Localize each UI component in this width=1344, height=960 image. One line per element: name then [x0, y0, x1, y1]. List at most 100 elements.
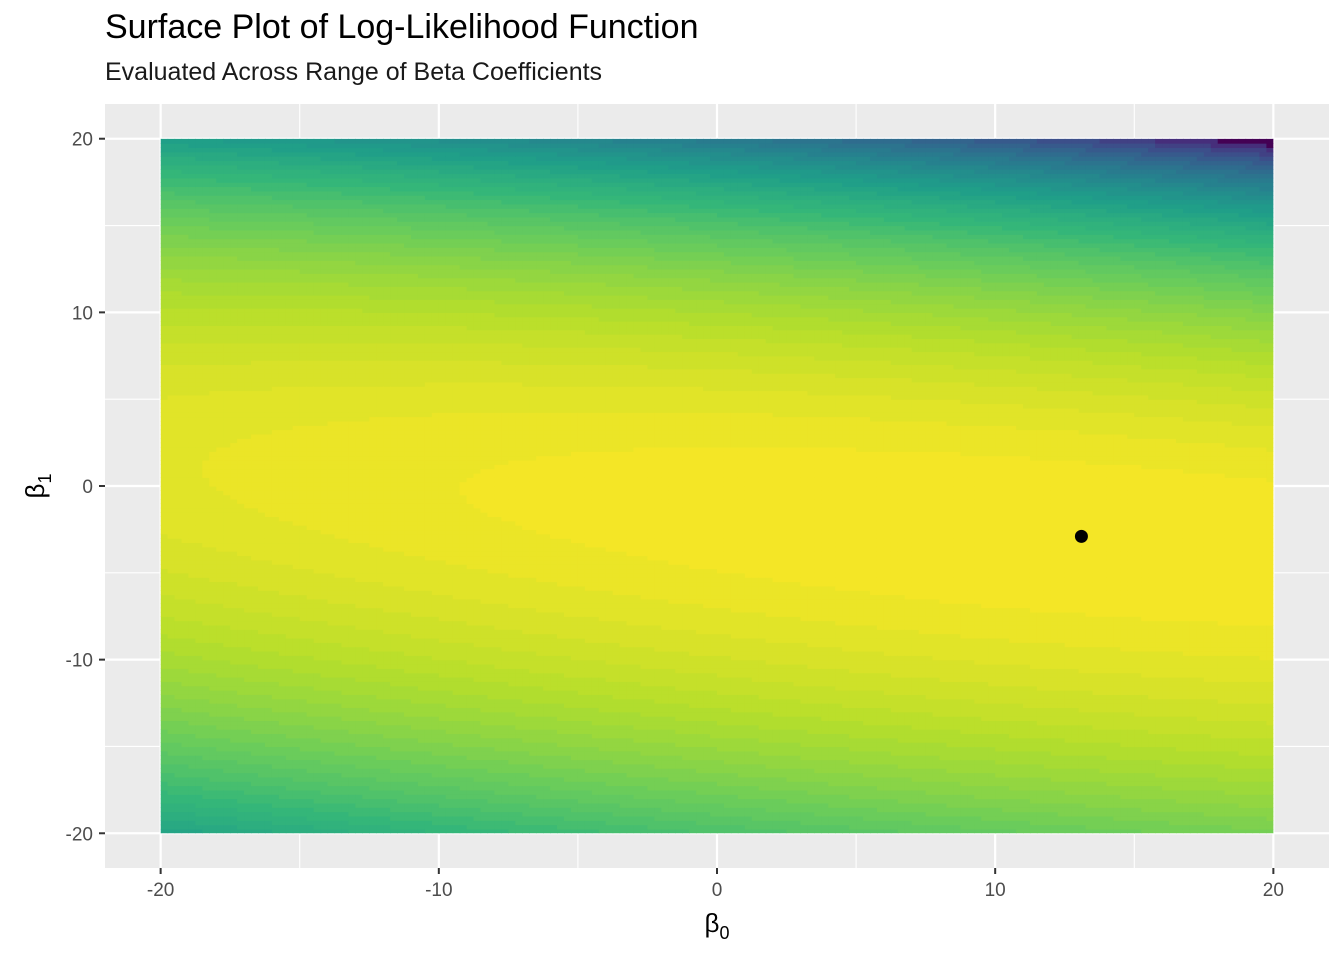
- surface-cell: [314, 360, 322, 365]
- surface-cell: [307, 681, 315, 686]
- surface-cell: [258, 217, 266, 222]
- surface-cell: [258, 173, 266, 178]
- surface-cell: [279, 373, 287, 378]
- surface-cell: [265, 395, 273, 400]
- surface-cell: [369, 338, 377, 343]
- surface-cell: [341, 351, 349, 356]
- surface-cell: [355, 503, 363, 508]
- surface-cell: [307, 764, 315, 769]
- surface-cell: [328, 338, 336, 343]
- surface-cell: [237, 586, 245, 591]
- surface-cell: [195, 525, 203, 530]
- surface-cell: [272, 286, 280, 291]
- surface-cell: [293, 568, 301, 573]
- surface-cell: [202, 829, 210, 834]
- surface-cell: [314, 438, 322, 443]
- surface-cell: [293, 638, 301, 643]
- surface-cell: [376, 820, 384, 825]
- surface-cell: [223, 647, 231, 652]
- surface-cell: [251, 638, 259, 643]
- surface-cell: [216, 160, 224, 165]
- surface-cell: [369, 351, 377, 356]
- surface-cell: [209, 456, 217, 461]
- surface-cell: [237, 273, 245, 278]
- surface-cell: [216, 746, 224, 751]
- surface-cell: [237, 286, 245, 291]
- surface-cell: [300, 247, 308, 252]
- surface-cell: [202, 404, 210, 409]
- surface-cell: [348, 273, 356, 278]
- surface-cell: [188, 773, 196, 778]
- surface-cell: [293, 186, 301, 191]
- surface-cell: [202, 781, 210, 786]
- surface-cell: [314, 634, 322, 639]
- surface-cell: [202, 334, 210, 339]
- surface-cell: [265, 477, 273, 482]
- surface-cell: [251, 521, 259, 526]
- surface-cell: [161, 534, 169, 539]
- surface-cell: [258, 707, 266, 712]
- surface-cell: [168, 486, 176, 491]
- surface-cell: [300, 720, 308, 725]
- surface-cell: [251, 586, 259, 591]
- surface-cell: [279, 278, 287, 283]
- surface-cell: [230, 469, 238, 474]
- surface-cell: [369, 664, 377, 669]
- surface-cell: [223, 560, 231, 565]
- surface-cell: [328, 595, 336, 600]
- surface-cell: [272, 395, 280, 400]
- surface-cell: [293, 160, 301, 165]
- surface-cell: [265, 234, 273, 239]
- surface-cell: [237, 703, 245, 708]
- surface-cell: [265, 751, 273, 756]
- surface-cell: [258, 182, 266, 187]
- surface-cell: [258, 560, 266, 565]
- surface-cell: [237, 647, 245, 652]
- surface-cell: [272, 265, 280, 270]
- surface-cell: [335, 291, 343, 296]
- surface-cell: [321, 499, 329, 504]
- surface-cell: [188, 490, 196, 495]
- surface-cell: [348, 764, 356, 769]
- surface-cell: [175, 560, 183, 565]
- surface-cell: [328, 829, 336, 834]
- surface-cell: [188, 516, 196, 521]
- surface-cell: [216, 299, 224, 304]
- surface-cell: [202, 647, 210, 652]
- surface-cell: [307, 490, 315, 495]
- surface-cell: [216, 807, 224, 812]
- surface-cell: [279, 304, 287, 309]
- surface-cell: [272, 738, 280, 743]
- surface-cell: [307, 746, 315, 751]
- surface-cell: [348, 673, 356, 678]
- surface-cell: [286, 239, 294, 244]
- surface-cell: [175, 486, 183, 491]
- surface-cell: [369, 699, 377, 704]
- surface-cell: [251, 642, 259, 647]
- surface-cell: [335, 529, 343, 534]
- surface-cell: [230, 686, 238, 691]
- surface-cell: [362, 347, 370, 352]
- surface-cell: [286, 252, 294, 257]
- surface-cell: [293, 299, 301, 304]
- surface-cell: [195, 512, 203, 517]
- surface-cell: [202, 755, 210, 760]
- surface-cell: [279, 764, 287, 769]
- surface-cell: [251, 169, 259, 174]
- surface-cell: [265, 677, 273, 682]
- surface-cell: [188, 668, 196, 673]
- surface-cell: [355, 364, 363, 369]
- surface-cell: [251, 794, 259, 799]
- surface-cell: [161, 786, 169, 791]
- surface-cell: [307, 807, 315, 812]
- surface-cell: [348, 200, 356, 205]
- surface-cell: [362, 369, 370, 374]
- surface-cell: [258, 482, 266, 487]
- surface-cell: [355, 751, 363, 756]
- surface-cell: [328, 213, 336, 218]
- surface-cell: [355, 746, 363, 751]
- surface-cell: [251, 369, 259, 374]
- surface-cell: [244, 430, 252, 435]
- surface-cell: [168, 317, 176, 322]
- surface-cell: [168, 356, 176, 361]
